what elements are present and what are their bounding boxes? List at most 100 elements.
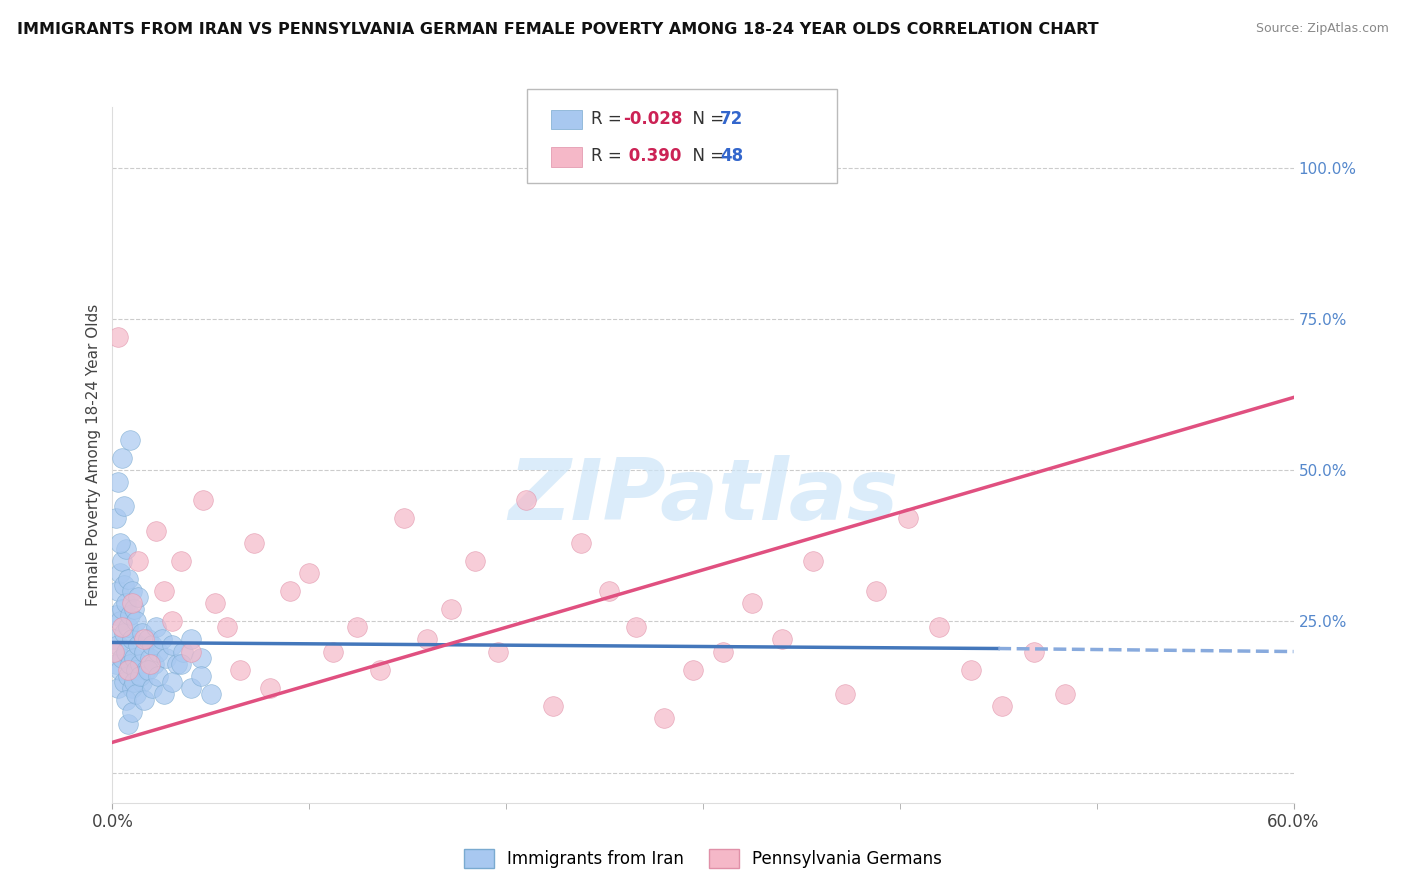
Text: N =: N = bbox=[682, 147, 730, 165]
Point bbox=[111, 620, 134, 634]
Point bbox=[322, 644, 344, 658]
Point bbox=[204, 596, 226, 610]
Point bbox=[598, 584, 620, 599]
Legend: Immigrants from Iran, Pennsylvania Germans: Immigrants from Iran, Pennsylvania Germa… bbox=[457, 842, 949, 874]
Text: Source: ZipAtlas.com: Source: ZipAtlas.com bbox=[1256, 22, 1389, 36]
Point bbox=[200, 687, 222, 701]
Point bbox=[897, 511, 920, 525]
Point bbox=[115, 596, 138, 610]
Point bbox=[117, 620, 139, 634]
Point bbox=[127, 590, 149, 604]
Point bbox=[569, 535, 592, 549]
Point bbox=[543, 698, 565, 713]
Point bbox=[111, 602, 134, 616]
Point bbox=[131, 674, 153, 689]
Point bbox=[127, 639, 149, 653]
Point bbox=[155, 650, 177, 665]
Point bbox=[624, 620, 647, 634]
Text: ZIPatlas: ZIPatlas bbox=[508, 455, 898, 538]
Point bbox=[121, 584, 143, 599]
Point bbox=[801, 554, 824, 568]
Point bbox=[1022, 644, 1045, 658]
Point bbox=[515, 493, 537, 508]
Point bbox=[243, 535, 266, 549]
Point bbox=[120, 608, 142, 623]
Point bbox=[117, 572, 139, 586]
Text: 72: 72 bbox=[720, 110, 744, 128]
Point bbox=[120, 657, 142, 671]
Point bbox=[127, 554, 149, 568]
Point bbox=[117, 669, 139, 683]
Point bbox=[180, 681, 202, 695]
Point bbox=[112, 500, 135, 514]
Point bbox=[125, 687, 148, 701]
Point bbox=[132, 632, 155, 647]
Point bbox=[190, 669, 212, 683]
Point bbox=[346, 620, 368, 634]
Point bbox=[834, 687, 856, 701]
Point bbox=[112, 626, 135, 640]
Point bbox=[865, 584, 887, 599]
Point bbox=[121, 596, 143, 610]
Point bbox=[115, 693, 138, 707]
Point bbox=[1054, 687, 1077, 701]
Point bbox=[172, 644, 194, 658]
Point bbox=[991, 698, 1014, 713]
Point bbox=[117, 717, 139, 731]
Point bbox=[141, 639, 163, 653]
Point bbox=[152, 584, 174, 599]
Point bbox=[115, 644, 138, 658]
Point bbox=[298, 566, 321, 580]
Point bbox=[711, 644, 734, 658]
Text: 0.390: 0.390 bbox=[623, 147, 682, 165]
Point bbox=[139, 657, 162, 671]
Point bbox=[122, 674, 145, 689]
Point bbox=[136, 663, 159, 677]
Text: N =: N = bbox=[682, 110, 730, 128]
Point bbox=[121, 632, 143, 647]
Text: 48: 48 bbox=[720, 147, 742, 165]
Point bbox=[111, 450, 134, 465]
Point bbox=[160, 615, 183, 629]
Point bbox=[103, 632, 125, 647]
Point bbox=[107, 584, 129, 599]
Point bbox=[132, 693, 155, 707]
Point bbox=[115, 541, 138, 556]
Point bbox=[139, 650, 162, 665]
Point bbox=[135, 663, 157, 677]
Point bbox=[160, 639, 183, 653]
Point bbox=[120, 433, 142, 447]
Point bbox=[110, 535, 132, 549]
Point bbox=[121, 705, 143, 719]
Point bbox=[191, 493, 214, 508]
Point bbox=[141, 681, 163, 695]
Point bbox=[928, 620, 950, 634]
Point bbox=[150, 632, 173, 647]
Point bbox=[142, 657, 165, 671]
Point bbox=[107, 639, 129, 653]
Point bbox=[129, 657, 152, 671]
Point bbox=[682, 663, 704, 677]
Point bbox=[160, 674, 183, 689]
Point bbox=[229, 663, 252, 677]
Point bbox=[111, 650, 134, 665]
Point bbox=[170, 657, 193, 671]
Point bbox=[166, 657, 188, 671]
Point bbox=[117, 663, 139, 677]
Point bbox=[180, 632, 202, 647]
Point bbox=[368, 663, 391, 677]
Point bbox=[125, 663, 148, 677]
Point bbox=[416, 632, 439, 647]
Point bbox=[125, 615, 148, 629]
Point bbox=[132, 644, 155, 658]
Point bbox=[110, 566, 132, 580]
Point bbox=[103, 644, 125, 658]
Point bbox=[131, 626, 153, 640]
Point bbox=[278, 584, 301, 599]
Point bbox=[190, 650, 212, 665]
Point bbox=[121, 681, 143, 695]
Point bbox=[464, 554, 486, 568]
Text: -0.028: -0.028 bbox=[623, 110, 682, 128]
Point bbox=[652, 711, 675, 725]
Point bbox=[486, 644, 509, 658]
